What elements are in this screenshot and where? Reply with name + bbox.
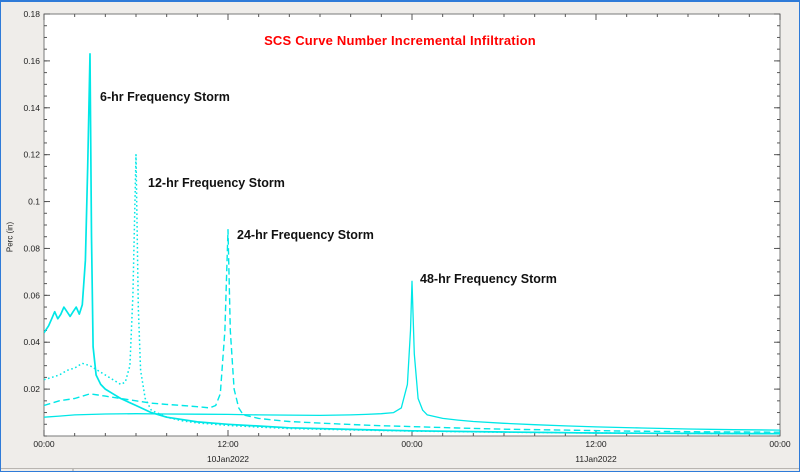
svg-text:0.18: 0.18 bbox=[23, 9, 40, 19]
svg-text:12:00: 12:00 bbox=[585, 439, 607, 449]
annotation-24hr-storm: 24-hr Frequency Storm bbox=[237, 228, 374, 242]
svg-text:0.04: 0.04 bbox=[23, 337, 40, 347]
annotation-6hr-storm: 6-hr Frequency Storm bbox=[100, 90, 230, 104]
annotation-48hr-storm: 48-hr Frequency Storm bbox=[420, 272, 557, 286]
y-axis-label: Perc (in) bbox=[5, 221, 15, 252]
chart-title: SCS Curve Number Incremental Infiltratio… bbox=[264, 33, 536, 48]
svg-text:0.02: 0.02 bbox=[23, 384, 40, 394]
svg-text:00:00: 00:00 bbox=[33, 439, 55, 449]
svg-text:10Jan2022: 10Jan2022 bbox=[207, 454, 249, 464]
svg-text:12:00: 12:00 bbox=[217, 439, 239, 449]
svg-text:0.14: 0.14 bbox=[23, 103, 40, 113]
annotation-12hr-storm: 12-hr Frequency Storm bbox=[148, 176, 285, 190]
svg-text:0.1: 0.1 bbox=[28, 197, 40, 207]
svg-text:00:00: 00:00 bbox=[769, 439, 791, 449]
svg-text:0.16: 0.16 bbox=[23, 56, 40, 66]
svg-text:0.06: 0.06 bbox=[23, 290, 40, 300]
svg-text:0.08: 0.08 bbox=[23, 243, 40, 253]
svg-text:00:00: 00:00 bbox=[401, 439, 423, 449]
svg-text:0.12: 0.12 bbox=[23, 150, 40, 160]
svg-text:11Jan2022: 11Jan2022 bbox=[575, 454, 617, 464]
